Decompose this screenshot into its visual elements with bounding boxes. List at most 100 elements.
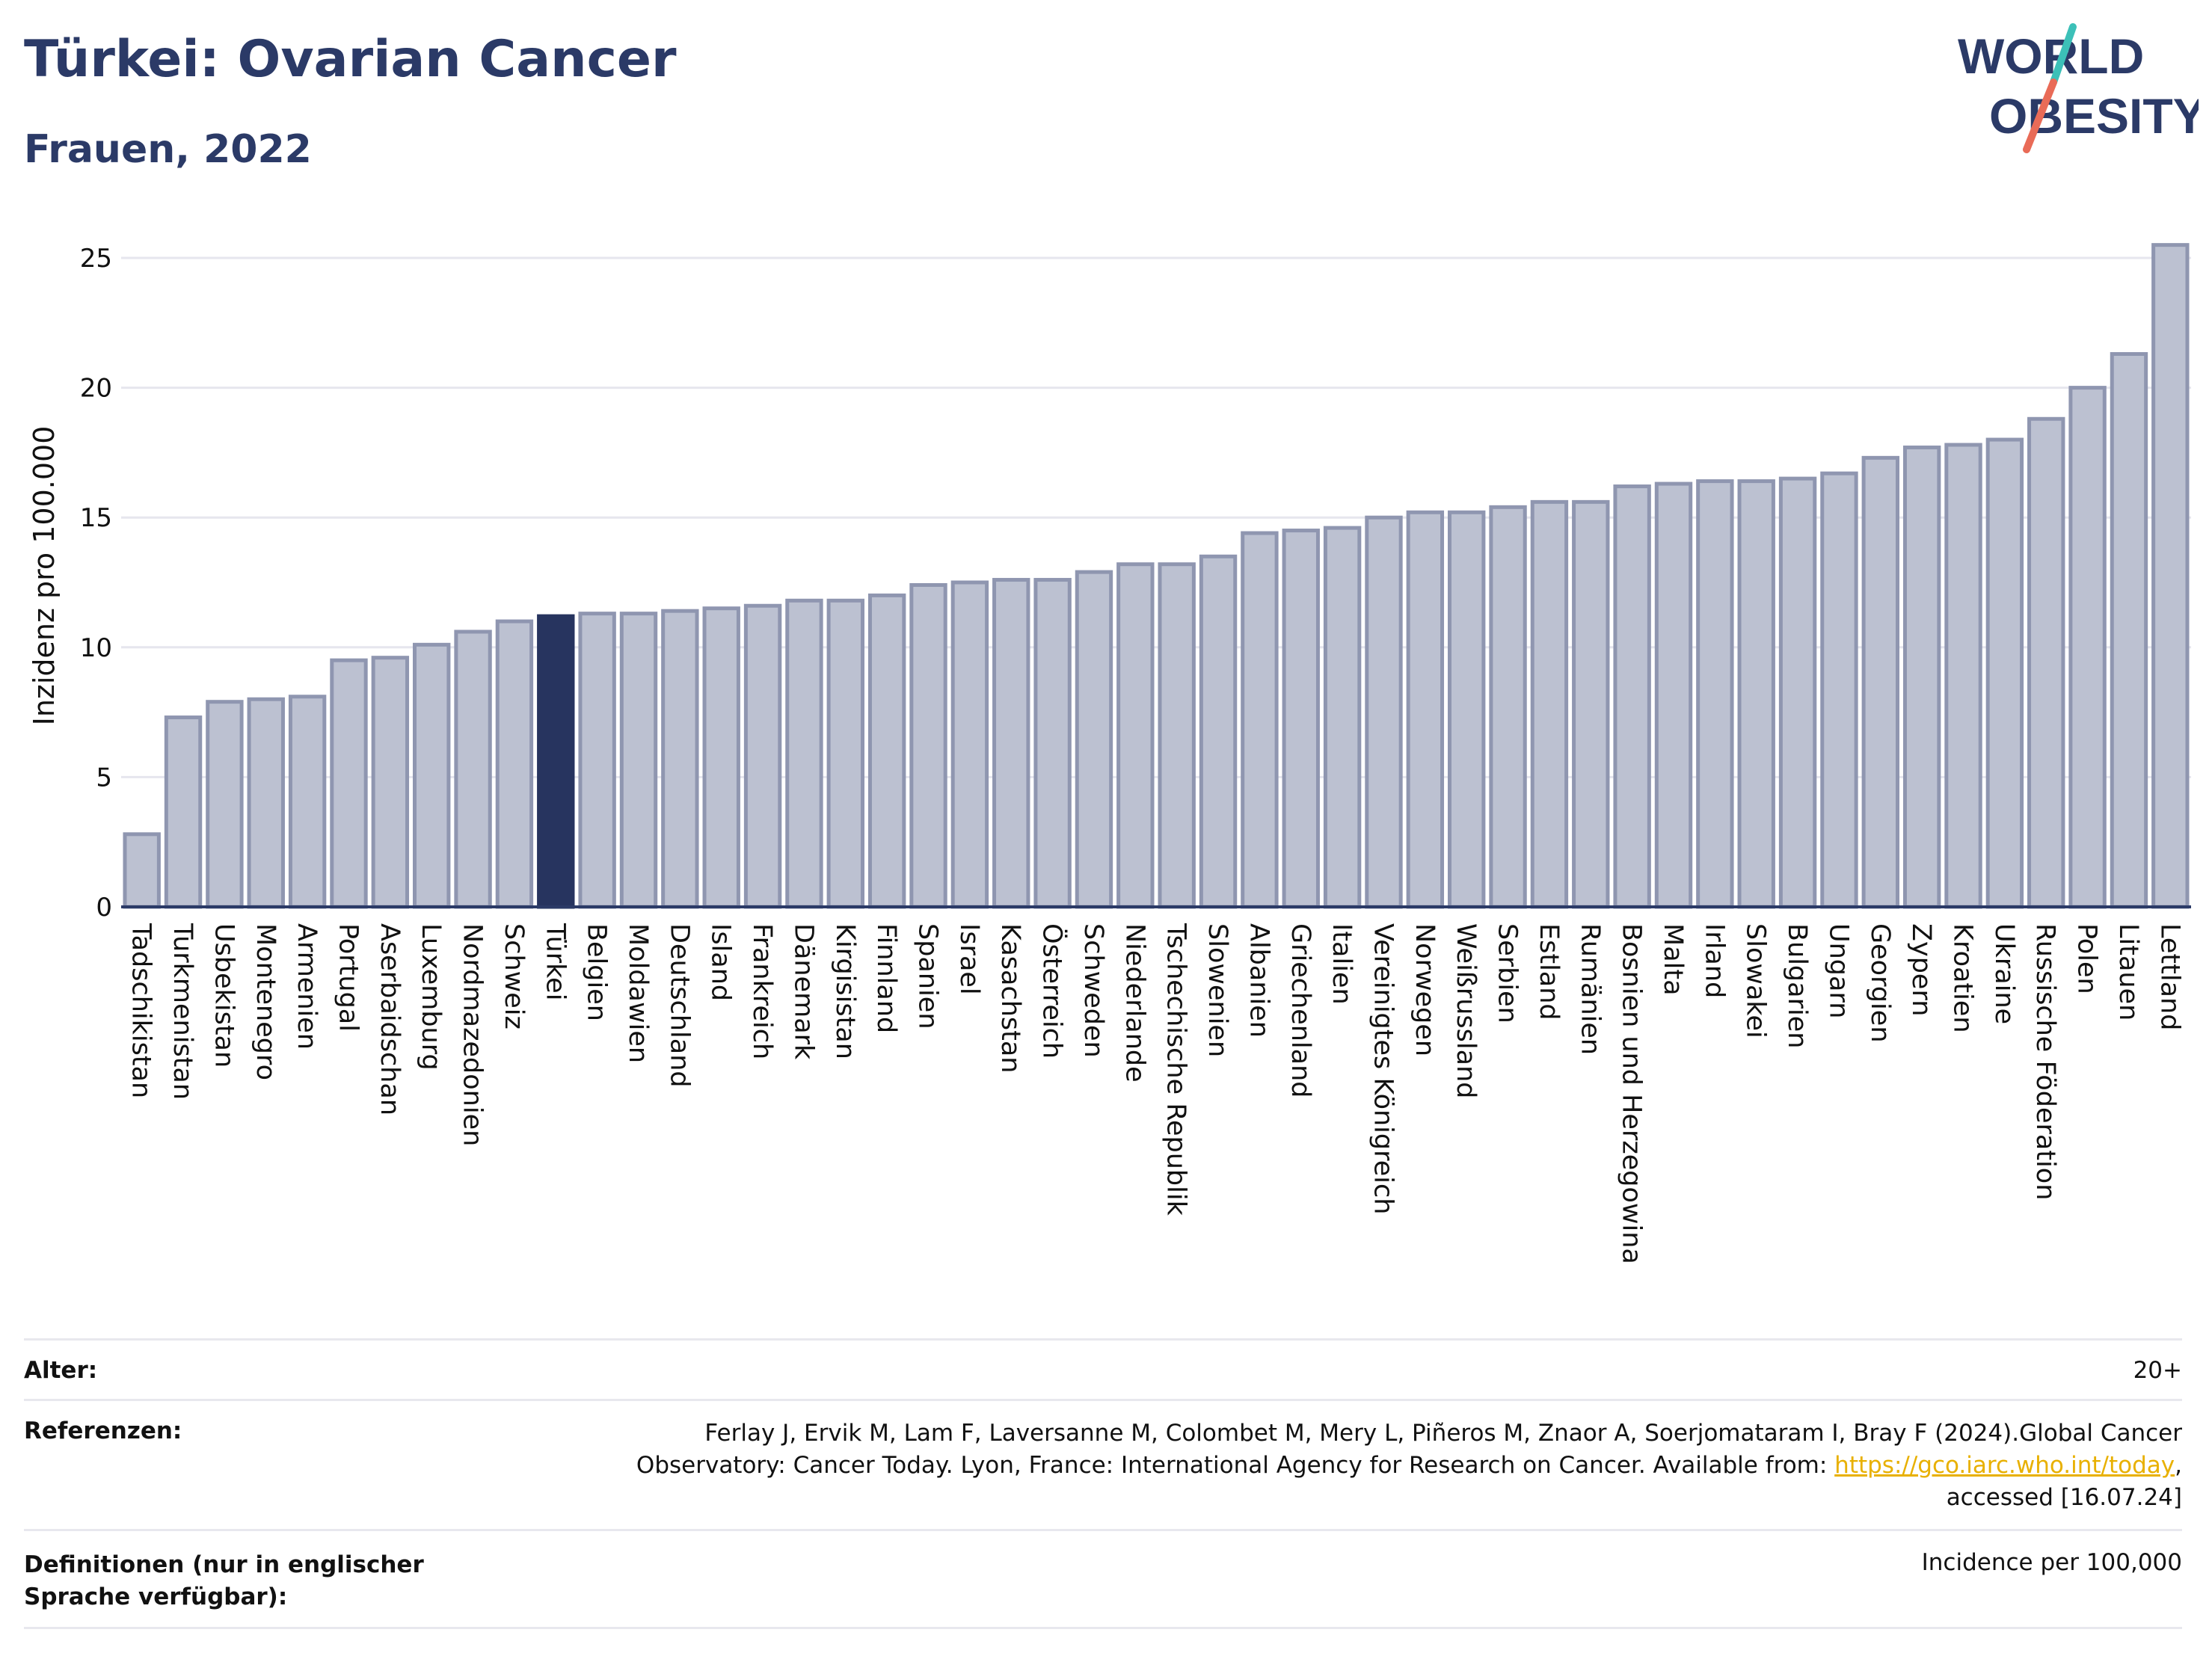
bar: [2110, 351, 2148, 909]
y-axis-ticks: 0 5 10 15 20 25: [80, 244, 112, 923]
x-tick-label: Slowakei: [1741, 923, 1771, 1038]
bar: [1861, 455, 1899, 909]
bar: [1572, 499, 1610, 909]
bar: [1282, 529, 1320, 909]
y-tick-label: 15: [80, 503, 112, 533]
bar: [867, 593, 906, 909]
age-label: Alter:: [24, 1357, 98, 1384]
bar: [1696, 479, 1734, 909]
bar: [1241, 531, 1279, 909]
bars: [123, 243, 2190, 909]
bar: [826, 598, 864, 909]
footer-info: Alter: 20+ Referenzen: Ferlay J, Ervik M…: [24, 1338, 2182, 1629]
bar: [123, 832, 161, 909]
x-tick-label: Weißrussland: [1451, 923, 1481, 1098]
x-tick-label: Malta: [1658, 923, 1688, 996]
x-tick-label: Spanien: [913, 923, 943, 1029]
bar: [371, 656, 410, 909]
x-tick-label: Niederlande: [1119, 923, 1149, 1083]
x-tick-label: Finnland: [871, 923, 901, 1033]
x-tick-label: Schweiz: [499, 923, 529, 1029]
y-tick-label: 20: [80, 374, 112, 404]
bar: [247, 697, 285, 909]
x-tick-label: Georgien: [1865, 923, 1895, 1043]
chart-title: Türkei: Ovarian Cancer: [24, 30, 677, 89]
x-tick-label: Lettland: [2154, 923, 2184, 1030]
x-tick-label: Frankreich: [747, 923, 777, 1059]
x-tick-label: Rumänien: [1575, 923, 1605, 1055]
world-obesity-logo: WORLD OBESITY: [1958, 23, 2199, 153]
x-tick-label: Dänemark: [788, 923, 818, 1060]
bar: [578, 612, 616, 909]
bar-chart: 0 5 10 15 20 25 Tadschikistan Turkmenistan Usbe…: [28, 243, 2191, 1264]
x-tick-label: Luxemburg: [416, 923, 446, 1071]
x-tick-label: Ungarn: [1823, 923, 1853, 1018]
references-line1: Ferlay J, Ervik M, Lam F, Laversanne M, …: [704, 1420, 2182, 1447]
references-line3: accessed [16.07.24]: [1946, 1484, 2182, 1511]
x-tick-label: Kirgisistan: [830, 923, 860, 1059]
x-tick-label: Montenegro: [251, 923, 280, 1080]
y-axis-label: Inzidenz pro 100.000: [28, 426, 61, 726]
x-tick-label: Belgien: [582, 923, 612, 1021]
x-tick-label: Österreich: [1037, 923, 1069, 1059]
x-tick-label: Polen: [2072, 923, 2102, 994]
bar: [661, 609, 699, 909]
x-tick-label: Russische Föderation: [2030, 923, 2060, 1200]
x-tick-label: Schweden: [1078, 923, 1108, 1058]
x-tick-label: Zypern: [1906, 923, 1936, 1016]
y-tick-label: 5: [96, 763, 112, 792]
x-tick-label: Deutschland: [664, 923, 694, 1088]
logo-line2: OBESITY: [1989, 88, 2199, 144]
x-tick-label: Aserbaidschan: [375, 923, 405, 1115]
bar: [1613, 484, 1651, 909]
definitions-value: Incidence per 100,000: [1921, 1549, 2182, 1576]
references-link[interactable]: https://gco.iarc.who.int/today: [1834, 1452, 2175, 1479]
bar: [2151, 243, 2190, 909]
x-tick-label: Kroatien: [1948, 923, 1978, 1033]
bar: [495, 619, 534, 909]
bar: [950, 580, 989, 909]
bar: [1158, 562, 1196, 909]
bar: [1985, 437, 2024, 909]
bar: [1530, 499, 1569, 909]
x-tick-label: Italien: [1327, 923, 1357, 1005]
definitions-label: Definitionen (nur in englischer Sprache …: [24, 1551, 424, 1610]
x-tick-label: Bosnien und Herzegowina: [1617, 923, 1647, 1264]
x-tick-label: Bulgarien: [1782, 923, 1812, 1048]
logo-slash-red: [2023, 79, 2057, 153]
x-tick-label: Turkmenistan: [168, 923, 197, 1100]
references-line2-end: ,: [2175, 1452, 2182, 1479]
footer-row-definitions: Definitionen (nur in englischer Sprache …: [24, 1529, 2182, 1629]
bar: [1489, 505, 1527, 909]
x-tick-label: Ukraine: [1989, 923, 2019, 1024]
footer-row-age: Alter: 20+: [24, 1338, 2182, 1399]
x-tick-label: Slowenien: [1202, 923, 1232, 1057]
x-tick-label: Kasachstan: [995, 923, 1025, 1073]
bar-highlighted: [537, 614, 575, 909]
x-tick-label: Island: [706, 923, 736, 1001]
x-tick-label: Vereinigtes Königreich: [1368, 923, 1398, 1214]
bar: [413, 642, 451, 909]
bar: [1199, 554, 1238, 909]
x-tick-label: Irland: [1699, 923, 1729, 998]
x-tick-label: Serbien: [1493, 923, 1523, 1024]
bar: [330, 658, 368, 909]
logo-line1: WORLD: [1958, 28, 2144, 84]
y-tick-label: 25: [80, 244, 112, 274]
bar: [702, 606, 740, 909]
x-tick-label: Moldawien: [623, 923, 653, 1063]
bar: [1820, 471, 1858, 909]
bar: [1654, 481, 1693, 909]
bar: [454, 630, 492, 909]
chart-subtitle: Frauen, 2022: [24, 127, 312, 172]
x-tick-label: Portugal: [333, 923, 363, 1032]
x-tick-label: Tadschikistan: [126, 923, 156, 1098]
bar: [1033, 578, 1072, 909]
bar: [164, 715, 203, 909]
bar: [992, 578, 1030, 909]
bar: [619, 612, 658, 909]
x-tick-label: Griechenland: [1285, 923, 1315, 1098]
x-tick-label: Albanien: [1244, 923, 1274, 1038]
bar: [1737, 479, 1775, 909]
bar: [288, 695, 327, 909]
